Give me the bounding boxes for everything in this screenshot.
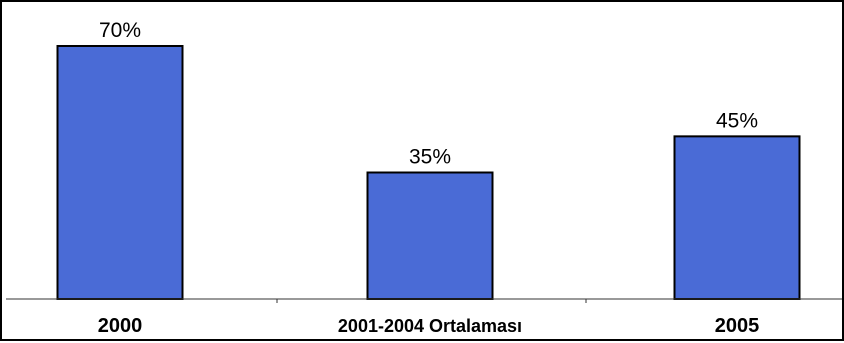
- category-label-2000: 2000: [98, 315, 143, 337]
- category-label-2005: 2005: [715, 315, 760, 337]
- value-label-2005: 45%: [716, 109, 758, 132]
- labels-layer: 70% 2000 35% 2001-2004 Ortalaması 45% 2005: [98, 19, 760, 337]
- bar-2000: [56, 45, 184, 300]
- bar-2005: [673, 135, 801, 300]
- value-label-2000: 70%: [99, 19, 141, 42]
- value-label-2001-2004-ortalamas: 35%: [409, 146, 451, 169]
- category-label-2001-2004-ortalamas: 2001-2004 Ortalaması: [338, 316, 522, 336]
- x-axis-ticks: [276, 299, 587, 303]
- bars-layer: [56, 45, 801, 300]
- bar-2001-2004-ortalamas: [366, 171, 494, 300]
